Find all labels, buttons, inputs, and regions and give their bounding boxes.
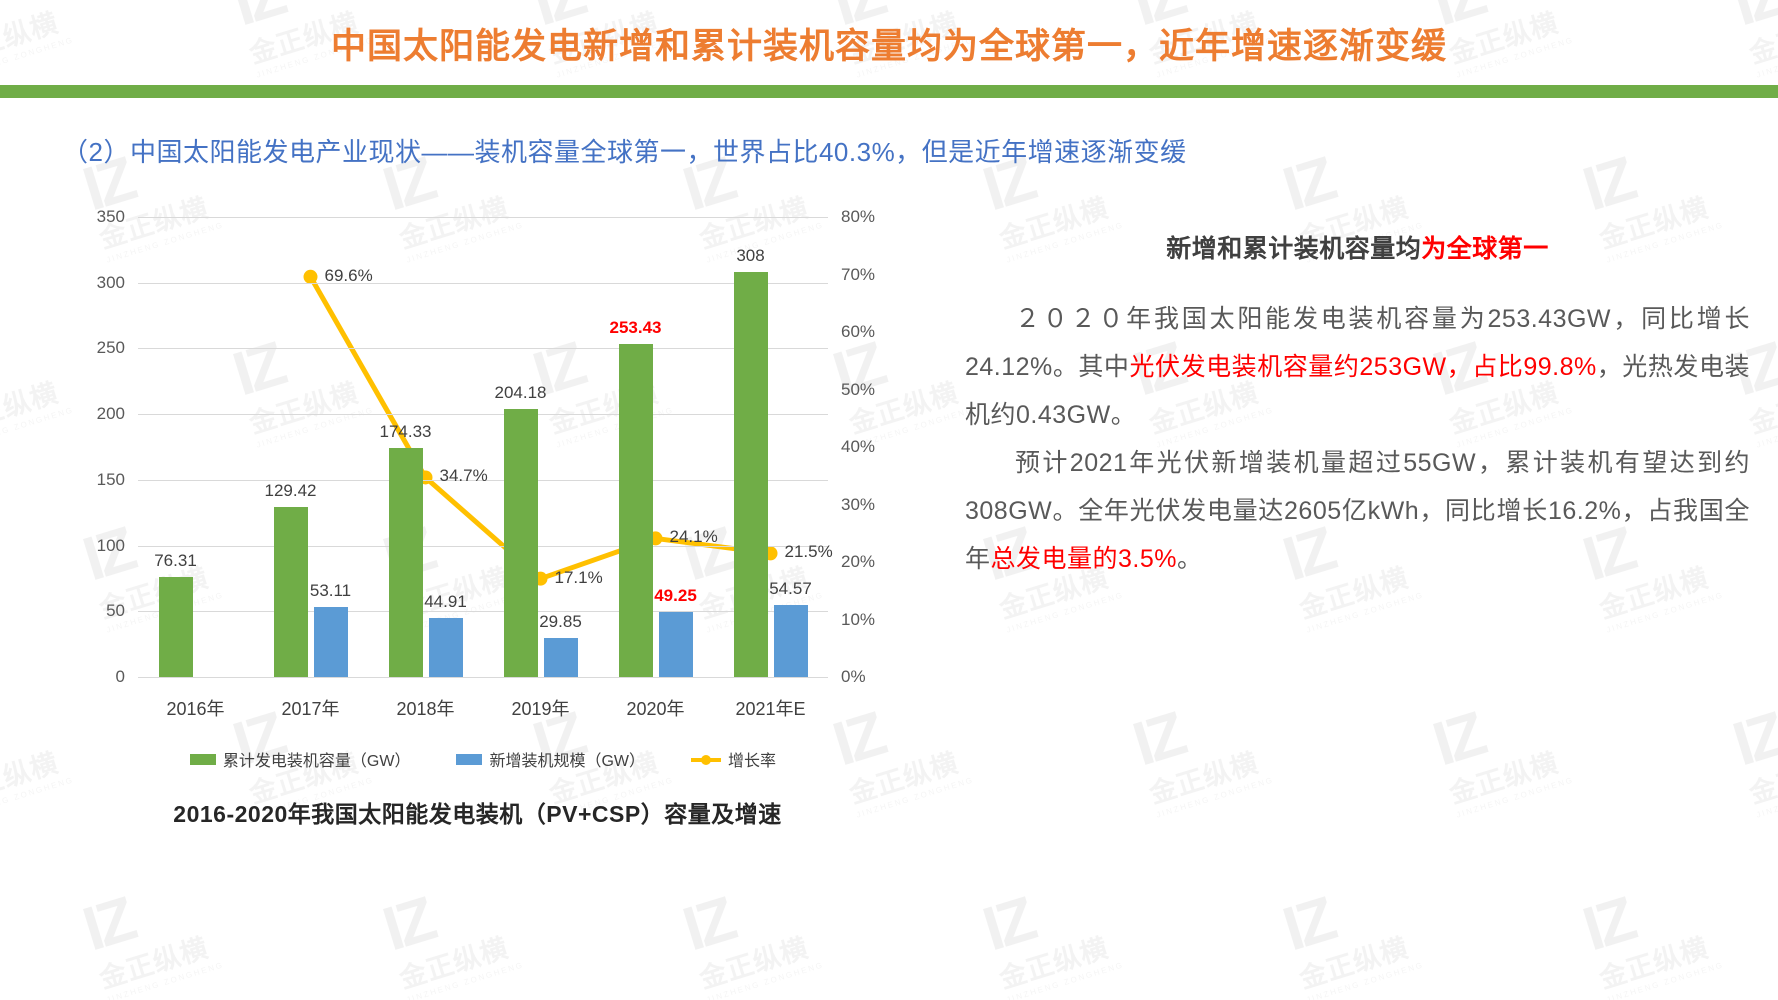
new-installed-capacity-bar[interactable] bbox=[543, 637, 578, 677]
x-axis-category-label: 2020年 bbox=[626, 699, 685, 719]
growth-rate-value-label: 21.5% bbox=[784, 542, 833, 562]
cumulative-capacity-value-label: 174.33 bbox=[379, 421, 432, 441]
chart-gridline bbox=[138, 479, 828, 481]
y-axis-tick-left: 200 bbox=[96, 404, 125, 424]
y-axis-tick-right: 80% bbox=[841, 207, 876, 226]
y-axis-tick-left: 350 bbox=[96, 207, 125, 226]
cumulative-capacity-value-label: 129.42 bbox=[264, 480, 317, 500]
y-axis-tick-left: 150 bbox=[96, 469, 125, 489]
cumulative-capacity-bar[interactable] bbox=[733, 272, 768, 677]
body-text: ２０２０年我国太阳能发电装机容量为253.43GW，同比增长24.12%。其中 bbox=[965, 305, 1750, 381]
new-installed-capacity-value-label: 29.85 bbox=[539, 611, 582, 631]
growth-rate-value-label: 24.1% bbox=[669, 527, 718, 547]
growth-rate-line-series bbox=[303, 269, 778, 586]
chart-gridline bbox=[138, 611, 828, 613]
x-axis-category-label: 2019年 bbox=[511, 699, 570, 719]
legend-item[interactable]: 增长率 bbox=[691, 747, 776, 771]
chart-panel: 0 50 100 150 200 250 300 350 0% 10% 20% 30% 40% 50% 60… bbox=[0, 187, 955, 964]
x-axis-category-label: 2017年 bbox=[281, 699, 340, 719]
body-text: 预计2021年光伏新增装机量超过55GW，累计装机有望达到约308GW。全年光伏… bbox=[965, 449, 1750, 573]
slide-body: 0 50 100 150 200 250 300 350 0% 10% 20% 30% 40% 50% 60… bbox=[0, 169, 1778, 964]
y-axis-tick-right: 50% bbox=[841, 379, 876, 399]
y-axis-tick-left: 300 bbox=[96, 272, 125, 292]
new-installed-capacity-value-label: 44.91 bbox=[424, 591, 467, 611]
chart-plot-area: 0 50 100 150 200 250 300 350 0% 10% 20% 30% 40% 50% 60… bbox=[97, 207, 875, 719]
legend-item-label: 累计发电装机容量（GW） bbox=[222, 753, 411, 770]
y-axis-tick-left: 0 bbox=[115, 667, 125, 686]
legend-line-marker-icon bbox=[691, 754, 722, 765]
y-axis-tick-left: 250 bbox=[96, 338, 125, 358]
new-installed-capacity-bar[interactable] bbox=[658, 612, 693, 677]
cumulative-capacity-bar[interactable] bbox=[503, 408, 538, 677]
cumulative-capacity-bar[interactable] bbox=[273, 506, 308, 677]
chart-legend: 累计发电装机容量（GW） 新增装机规模（GW） 增长率 bbox=[138, 747, 828, 771]
growth-rate-point[interactable] bbox=[303, 269, 318, 284]
y-axis-tick-right: 20% bbox=[841, 552, 876, 571]
legend-item-label: 新增装机规模（GW） bbox=[489, 753, 646, 770]
growth-rate-value-label: 17.1% bbox=[554, 567, 603, 587]
cumulative-capacity-value-label: 308 bbox=[736, 246, 765, 266]
chart-gridline bbox=[138, 545, 828, 547]
new-installed-capacity-bar[interactable] bbox=[313, 607, 348, 677]
panel-paragraph: 预计2021年光伏新增装机量超过55GW，累计装机有望达到约308GW。全年光伏… bbox=[965, 439, 1750, 583]
cumulative-capacity-bar[interactable] bbox=[618, 343, 653, 677]
header-band: 中国太阳能发电新增和累计装机容量均为全球第一，近年增速逐渐变缓 bbox=[0, 0, 1778, 98]
cumulative-capacity-bar[interactable] bbox=[158, 576, 193, 677]
legend-item[interactable]: 累计发电装机容量（GW） bbox=[189, 747, 411, 771]
new-installed-capacity-bar[interactable] bbox=[773, 605, 808, 677]
highlighted-text: 占比99.8% bbox=[1472, 353, 1597, 381]
section-subtitle: （2）中国太阳能发电产业现状——装机容量全球第一，世界占比40.3%，但是近年增… bbox=[62, 137, 1187, 167]
new-installed-capacity-value-label: 53.11 bbox=[309, 581, 352, 601]
page-title: 中国太阳能发电新增和累计装机容量均为全球第一，近年增速逐渐变缓 bbox=[330, 27, 1447, 66]
cumulative-capacity-value-label: 76.31 bbox=[154, 550, 197, 570]
legend-swatch-icon bbox=[456, 753, 483, 765]
y-axis-tick-right: 60% bbox=[841, 322, 876, 341]
growth-rate-value-label: 34.7% bbox=[439, 466, 488, 486]
legend-swatch-icon bbox=[189, 753, 216, 765]
y-axis-tick-right: 70% bbox=[841, 264, 876, 284]
cumulative-capacity-value-label: 253.43 bbox=[609, 317, 662, 337]
panel-heading-plain: 新增和累计装机容量均 bbox=[1166, 235, 1422, 263]
legend-item-label: 增长率 bbox=[728, 753, 777, 770]
chart-caption: 2016-2020年我国太阳能发电装机（PV+CSP）容量及增速 bbox=[173, 801, 782, 827]
x-axis-category-label: 2018年 bbox=[396, 699, 455, 719]
chart-gridline bbox=[138, 217, 828, 218]
y-axis-tick-left: 100 bbox=[96, 535, 125, 555]
y-axis-tick-right: 30% bbox=[841, 494, 876, 514]
cumulative-capacity-bar[interactable] bbox=[388, 447, 423, 677]
panel-heading: 新增和累计装机容量均为全球第一 bbox=[965, 229, 1750, 265]
x-axis-category-label: 2021年E bbox=[735, 699, 806, 719]
highlighted-text: 总发电量的3.5% bbox=[990, 545, 1177, 573]
body-text: 。 bbox=[1177, 545, 1203, 573]
cumulative-capacity-value-label: 204.18 bbox=[494, 382, 547, 402]
y-axis-tick-right: 0% bbox=[841, 667, 866, 686]
panel-paragraph: ２０２０年我国太阳能发电装机容量为253.43GW，同比增长24.12%。其中光… bbox=[965, 295, 1750, 439]
y-axis-tick-left: 50 bbox=[106, 601, 125, 621]
y-axis-tick-right: 10% bbox=[841, 609, 876, 629]
body-text: ，光热发电装机约0.43GW。 bbox=[965, 353, 1750, 429]
panel-paragraphs: ２０２０年我国太阳能发电装机容量为253.43GW，同比增长24.12%。其中光… bbox=[965, 295, 1750, 583]
y-axis-tick-right: 40% bbox=[841, 437, 876, 456]
new-installed-capacity-value-label: 49.25 bbox=[654, 586, 697, 606]
chart-gridline bbox=[138, 414, 828, 416]
chart-gridline bbox=[138, 282, 828, 284]
new-installed-capacity-value-label: 54.57 bbox=[769, 579, 812, 599]
legend-item[interactable]: 新增装机规模（GW） bbox=[456, 747, 645, 771]
chart-gridline bbox=[138, 348, 828, 350]
growth-rate-value-label: 69.6% bbox=[324, 265, 373, 285]
chart-gridline bbox=[138, 677, 828, 678]
highlighted-text: 光伏发电装机容量约253GW， bbox=[1129, 353, 1473, 381]
new-installed-capacity-bar[interactable] bbox=[428, 617, 463, 677]
text-panel: 新增和累计装机容量均为全球第一 ２０２０年我国太阳能发电装机容量为253.43G… bbox=[955, 187, 1778, 964]
x-axis-category-label: 2016年 bbox=[166, 699, 225, 719]
title-divider-rule bbox=[0, 85, 1778, 98]
panel-heading-red: 为全球第一 bbox=[1421, 235, 1549, 263]
